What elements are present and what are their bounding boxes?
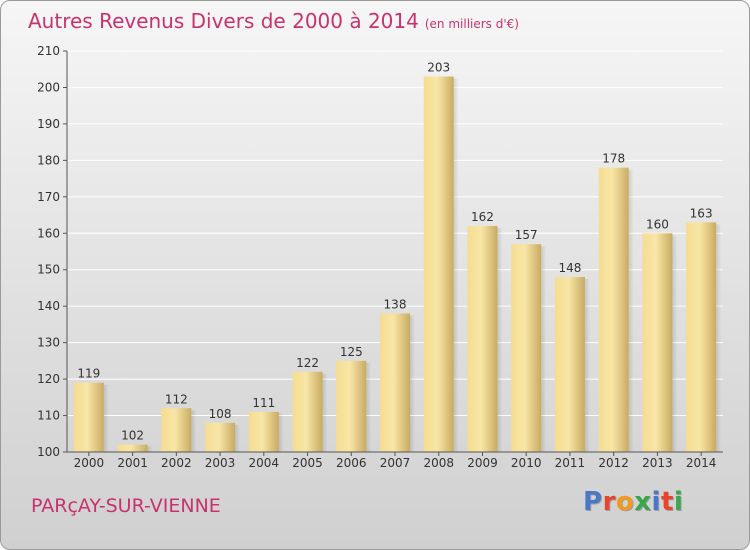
y-tick-label: 210 bbox=[37, 44, 60, 58]
bar bbox=[554, 277, 585, 452]
bar-shadow bbox=[147, 446, 153, 452]
bar-shadow bbox=[103, 384, 109, 452]
bar bbox=[467, 225, 498, 452]
y-tick-label: 120 bbox=[37, 372, 60, 386]
bar-shadow bbox=[410, 315, 415, 452]
bar bbox=[248, 411, 279, 452]
bar-shadow bbox=[541, 246, 547, 452]
x-tick-label: 2008 bbox=[423, 456, 454, 470]
x-tick-label: 2011 bbox=[555, 456, 586, 470]
data-label: 160 bbox=[646, 217, 669, 231]
data-label: 122 bbox=[296, 356, 319, 370]
data-label: 111 bbox=[252, 396, 275, 410]
y-tick-label: 140 bbox=[37, 299, 60, 313]
data-label: 112 bbox=[165, 392, 188, 406]
bar-shadow bbox=[628, 169, 634, 452]
logo-letter: r bbox=[602, 487, 616, 517]
x-tick-label: 2001 bbox=[117, 456, 148, 470]
data-label: 119 bbox=[77, 367, 100, 381]
data-label: 125 bbox=[340, 345, 363, 359]
x-tick-label: 2009 bbox=[467, 456, 498, 470]
bar-shadow bbox=[366, 362, 372, 452]
x-tick-label: 2014 bbox=[686, 456, 717, 470]
data-label: 102 bbox=[121, 429, 144, 443]
x-tick-label: 2013 bbox=[642, 456, 673, 470]
bar bbox=[686, 222, 717, 452]
data-label: 203 bbox=[427, 61, 450, 75]
chart-unit: (en milliers d'€) bbox=[424, 17, 519, 31]
x-tick-label: 2002 bbox=[161, 456, 192, 470]
y-tick-label: 110 bbox=[37, 409, 60, 423]
bars: 119 102 112 108 111 122 125 138 203 162 157 148 178 1… bbox=[73, 61, 722, 452]
x-tick-label: 2005 bbox=[292, 456, 323, 470]
y-tick-label: 100 bbox=[37, 445, 60, 459]
x-tick-label: 2004 bbox=[249, 456, 280, 470]
axes: 100 110 120 130 140 150 160 170 180 190 200 210 2000… bbox=[37, 44, 723, 470]
bar-shadow bbox=[191, 410, 197, 452]
y-tick-label: 180 bbox=[37, 153, 60, 167]
bar bbox=[292, 371, 323, 452]
y-tick-label: 160 bbox=[37, 226, 60, 240]
proxiti-logo[interactable]: Proxiti bbox=[583, 487, 683, 517]
bar bbox=[642, 233, 673, 452]
logo-letter: t bbox=[660, 487, 674, 517]
bar-shadow bbox=[584, 279, 590, 452]
bar-shadow bbox=[497, 227, 503, 452]
chart-title-text: Autres Revenus Divers de 2000 à 2014 bbox=[28, 9, 419, 33]
bar bbox=[423, 76, 454, 452]
y-tick-label: 130 bbox=[37, 336, 60, 350]
data-label: 157 bbox=[515, 228, 538, 242]
y-tick-label: 170 bbox=[37, 190, 60, 204]
data-label: 163 bbox=[690, 206, 713, 220]
bar-shadow bbox=[235, 424, 241, 452]
bar bbox=[380, 313, 410, 452]
logo-letter: i bbox=[651, 487, 661, 517]
data-label: 108 bbox=[209, 407, 232, 421]
x-tick-label: 2007 bbox=[380, 456, 411, 470]
y-tick-label: 150 bbox=[37, 263, 60, 277]
bar bbox=[598, 167, 629, 452]
data-label: 138 bbox=[384, 297, 407, 311]
x-tick-label: 2012 bbox=[598, 456, 629, 470]
bar-shadow bbox=[322, 373, 328, 452]
x-tick-label: 2003 bbox=[205, 456, 236, 470]
bar bbox=[205, 422, 236, 452]
bar-shadow bbox=[453, 78, 459, 452]
logo-letter: o bbox=[615, 487, 635, 517]
y-tick-label: 190 bbox=[37, 117, 60, 131]
data-label: 148 bbox=[558, 261, 581, 275]
bar-shadow bbox=[716, 224, 722, 452]
logo-letter: x bbox=[634, 487, 652, 517]
data-label: 178 bbox=[602, 152, 625, 166]
bar bbox=[336, 360, 367, 452]
x-tick-label: 2010 bbox=[511, 456, 542, 470]
bar bbox=[511, 244, 542, 452]
bar bbox=[117, 444, 148, 452]
x-tick-label: 2006 bbox=[336, 456, 367, 470]
x-tick-label: 2000 bbox=[74, 456, 105, 470]
commune-name: PARçAY-SUR-VIENNE bbox=[31, 495, 221, 517]
y-tick-label: 200 bbox=[37, 80, 60, 94]
logo-letter: P bbox=[583, 487, 603, 517]
bar-shadow bbox=[672, 235, 678, 452]
bar-shadow bbox=[278, 413, 284, 452]
bar bbox=[161, 408, 192, 452]
bar bbox=[73, 382, 104, 452]
data-label: 162 bbox=[471, 210, 494, 224]
chart-title: Autres Revenus Divers de 2000 à 2014 (en … bbox=[28, 9, 519, 33]
logo-letter: i bbox=[673, 487, 684, 517]
